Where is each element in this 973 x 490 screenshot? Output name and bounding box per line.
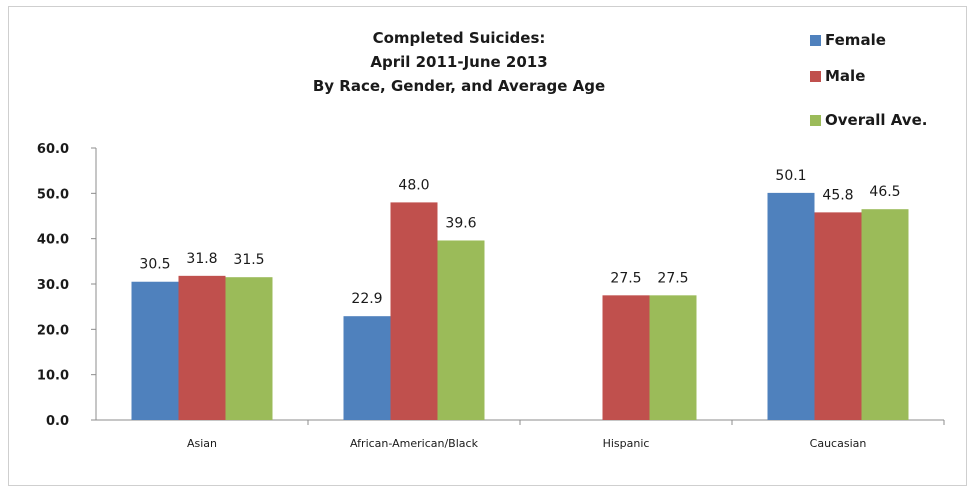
y-tick-label: 30.0 (37, 278, 69, 293)
legend-swatch-male (810, 70, 821, 82)
legend-label-overall-ave: Overall Ave. (825, 111, 928, 129)
legend-label-female: Female (825, 31, 886, 49)
bar (131, 281, 179, 420)
data-label: 31.5 (233, 252, 264, 268)
data-label: 22.9 (351, 291, 382, 307)
bar (861, 209, 909, 420)
y-tick-label: 20.0 (37, 323, 69, 338)
bar (437, 240, 485, 420)
legend-item-overall-ave: Overall Ave. (810, 109, 927, 131)
y-tick-label: 50.0 (37, 187, 69, 202)
chart-title-line-3: By Race, Gender, and Average Age (312, 77, 606, 95)
chart-plot: 0.0 10.0 20.0 30.0 40.0 50.0 60.0 30.5 31.8 31.5 A… (37, 142, 945, 450)
y-tick-label: 10.0 (37, 369, 69, 384)
legend-item-female: Female (810, 29, 886, 51)
bar (767, 192, 815, 420)
bar (649, 295, 697, 420)
data-label: 39.6 (445, 215, 476, 231)
y-tick-label: 40.0 (37, 233, 69, 248)
x-category-label: Caucasian (810, 437, 867, 450)
chart-title-line-2: April 2011-June 2013 (370, 53, 548, 71)
data-label: 27.5 (610, 270, 641, 286)
chart-title-line-1: Completed Suicides: (372, 29, 546, 47)
x-category-label: Hispanic (603, 437, 650, 450)
bar (178, 275, 226, 420)
bar (390, 202, 438, 420)
legend-label-male: Male (825, 67, 866, 85)
x-category-label: African-American/Black (350, 437, 479, 450)
data-label: 46.5 (869, 184, 900, 200)
chart-frame: Completed Suicides: April 2011-June 2013… (8, 6, 967, 486)
legend-swatch-female (810, 34, 821, 46)
bar (343, 316, 391, 420)
bar (225, 277, 273, 420)
y-tick-label: 60.0 (37, 142, 69, 157)
data-label: 50.1 (775, 168, 806, 184)
data-label: 27.5 (657, 270, 688, 286)
data-label: 48.0 (398, 177, 429, 193)
bar (814, 212, 862, 420)
legend-item-male: Male (810, 65, 865, 87)
legend-swatch-overall-ave (810, 114, 821, 126)
y-tick-label: 0.0 (46, 414, 69, 429)
bar (602, 295, 650, 420)
data-label: 30.5 (139, 257, 170, 273)
data-label: 45.8 (822, 187, 853, 203)
x-category-label: Asian (187, 437, 217, 450)
data-label: 31.8 (186, 251, 217, 267)
